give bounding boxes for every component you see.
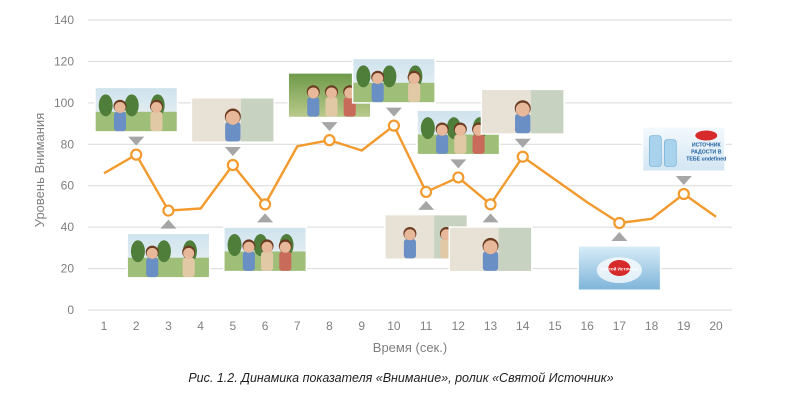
x-tick-label: 16: [580, 319, 594, 333]
thumbnail-couple-laughing: [351, 57, 436, 117]
x-tick-label: 11: [420, 319, 433, 333]
packshot-text: РАДОСТИ В: [691, 150, 722, 156]
data-point-marker: [677, 187, 690, 201]
pointer-triangle: [128, 136, 145, 146]
thumbnail-guy-portrait: [480, 88, 565, 148]
x-tick-label: 13: [484, 319, 498, 333]
attention-series: [103, 119, 717, 230]
pointer-triangle: [385, 107, 402, 117]
x-axis-label: Время (сек.): [373, 340, 447, 355]
data-point-marker: [516, 150, 529, 163]
pointer-triangle: [160, 219, 177, 229]
data-point-marker: [323, 134, 336, 147]
x-tick-label: 9: [358, 319, 365, 333]
x-tick-label: 1: [101, 319, 108, 333]
figure-caption: Рис. 1.2. Динамика показателя «Внимание»…: [188, 371, 614, 385]
x-tick-label: 2: [133, 319, 140, 333]
x-tick-label: 4: [197, 319, 204, 333]
y-tick-label: 40: [61, 220, 75, 234]
y-tick-label: 140: [54, 13, 74, 27]
data-point-marker: [387, 119, 400, 132]
packshot-text: ТЕБЕ undefined: [686, 157, 726, 163]
y-tick-label: 80: [61, 137, 75, 151]
pointer-triangle: [418, 200, 435, 210]
thumbnail-family-cafe: [94, 86, 179, 146]
data-point-marker: [452, 171, 465, 184]
bottle-label-text: Святой Источник: [600, 266, 639, 272]
thumbnail-family-table: [223, 213, 308, 273]
x-tick-label: 20: [709, 319, 723, 333]
y-tick-label: 20: [61, 262, 75, 276]
pointer-triangle: [224, 147, 241, 156]
x-tick-label: 6: [262, 319, 269, 333]
x-tick-label: 18: [645, 319, 659, 333]
pointer-triangle: [450, 159, 467, 169]
y-tick-label: 100: [54, 96, 74, 110]
pointer-triangle: [611, 232, 628, 241]
data-point-marker: [130, 148, 143, 161]
thumbnail-girl-drinking: [126, 219, 211, 279]
pointer-triangle: [257, 213, 274, 223]
data-point-marker: [226, 158, 239, 172]
packshot-text: ИСТОЧНИК: [692, 143, 722, 149]
y-axis-label: Уровень Внимания: [32, 113, 47, 227]
x-axis: 1 2 3 4 5 6 7 8 9 10 11 12 13 14 15 16 17 18 19 20: [101, 319, 723, 333]
x-tick-label: 3: [165, 319, 172, 333]
data-point-marker: [420, 185, 433, 199]
y-tick-label: 120: [54, 54, 74, 68]
thumbnail-guy-drinking: [448, 213, 533, 273]
x-tick-label: 7: [294, 319, 301, 333]
data-point-marker: [484, 198, 497, 211]
pointer-triangle: [482, 213, 499, 223]
y-axis: 0 20 40 60 80 100 120 140: [54, 13, 74, 317]
pointer-triangle: [675, 176, 692, 185]
x-tick-label: 15: [548, 319, 562, 333]
data-point-marker: [162, 204, 175, 217]
thumbnail-bottle-splash: Святой Источник: [577, 232, 662, 291]
data-point-marker: [258, 198, 272, 211]
x-tick-label: 8: [326, 319, 333, 333]
data-point-marker: [613, 216, 626, 230]
x-tick-label: 19: [677, 319, 691, 333]
x-tick-label: 10: [387, 319, 401, 333]
x-tick-label: 14: [516, 319, 530, 333]
y-tick-label: 0: [67, 303, 74, 317]
pointer-triangle: [321, 122, 338, 132]
pointer-triangle: [514, 138, 531, 148]
x-tick-label: 12: [452, 319, 466, 333]
attention-line: [103, 124, 717, 225]
x-tick-label: 5: [229, 319, 236, 333]
thumbnail-woman-drinking: [190, 97, 275, 156]
y-tick-label: 60: [61, 179, 75, 193]
x-tick-label: 17: [613, 319, 627, 333]
